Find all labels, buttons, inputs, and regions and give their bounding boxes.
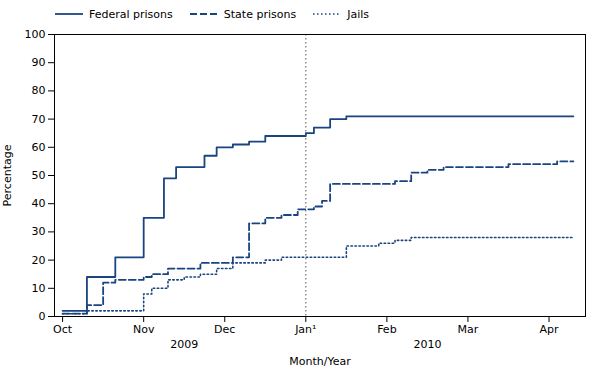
svg-text:Jan¹: Jan¹ xyxy=(294,323,316,336)
svg-text:Percentage: Percentage xyxy=(1,144,14,206)
svg-text:80: 80 xyxy=(32,84,46,97)
svg-text:90: 90 xyxy=(32,56,46,69)
svg-text:Dec: Dec xyxy=(214,323,235,336)
svg-text:Mar: Mar xyxy=(458,323,479,336)
svg-text:40: 40 xyxy=(32,197,46,210)
svg-text:Nov: Nov xyxy=(133,323,155,336)
svg-text:2010: 2010 xyxy=(413,338,441,351)
svg-text:Oct: Oct xyxy=(53,323,73,336)
html-text:Federal prisons: Federal prisons xyxy=(89,7,173,21)
svg-text:50: 50 xyxy=(32,169,46,182)
svg-text:20: 20 xyxy=(32,254,46,267)
html-text:Jails: Jails xyxy=(347,7,369,21)
svg-text:Apr: Apr xyxy=(540,323,560,336)
svg-text:70: 70 xyxy=(32,113,46,126)
html-text:State prisons: State prisons xyxy=(223,7,297,21)
svg-text:30: 30 xyxy=(32,225,46,238)
svg-text:2009: 2009 xyxy=(170,338,198,351)
svg-text:Month/Year: Month/Year xyxy=(289,355,351,368)
svg-text:Feb: Feb xyxy=(377,323,396,336)
svg-text:10: 10 xyxy=(32,282,46,295)
svg-text:100: 100 xyxy=(25,28,46,41)
svg-text:60: 60 xyxy=(32,141,46,154)
svg-text:0: 0 xyxy=(39,310,46,323)
